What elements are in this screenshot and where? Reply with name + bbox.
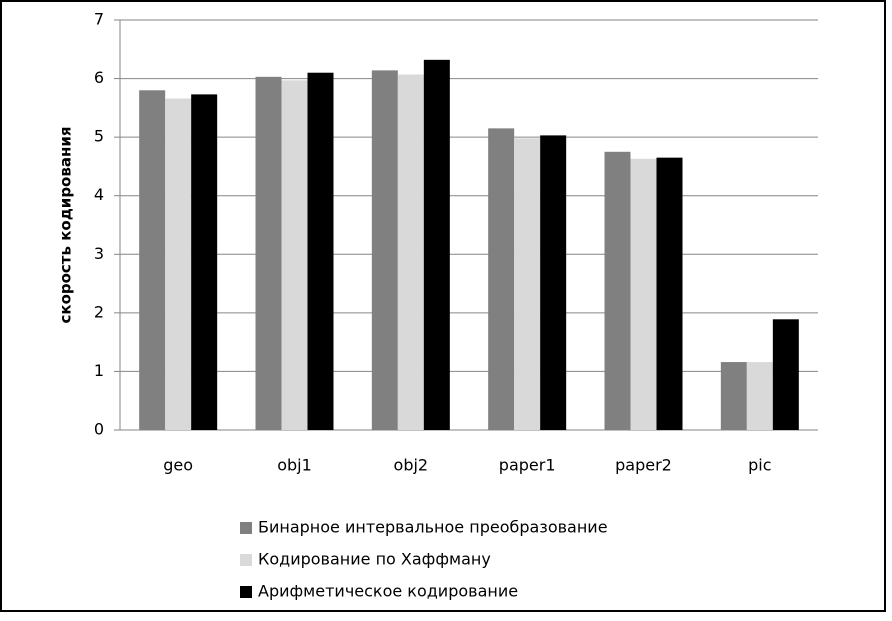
- bar: [139, 90, 166, 431]
- x-tick-label: paper2: [615, 456, 672, 475]
- bar: [397, 74, 424, 430]
- y-tick-label: 7: [94, 10, 104, 29]
- bar: [604, 151, 631, 431]
- bar: [656, 157, 683, 430]
- x-tick-label: geo: [163, 456, 193, 475]
- bar: [746, 362, 773, 430]
- bar: [165, 98, 192, 430]
- y-tick-label: 3: [94, 244, 104, 263]
- x-tick-label: paper1: [499, 456, 556, 475]
- legend-label: Арифметическое кодирование: [258, 582, 518, 601]
- legend-label: Кодирование по Хаффману: [258, 550, 491, 569]
- bar: [255, 76, 282, 431]
- legend-swatch: [240, 522, 252, 534]
- bar: [630, 158, 657, 431]
- y-tick-label: 2: [94, 302, 104, 321]
- x-tick-label: pic: [748, 456, 771, 475]
- bar: [514, 138, 541, 431]
- bar: [191, 94, 218, 430]
- x-tick-label: obj2: [394, 456, 429, 475]
- legend-swatch: [240, 586, 252, 598]
- y-axis-label: скорость кодирования: [57, 127, 75, 324]
- x-tick-label: obj1: [277, 456, 312, 475]
- bar: [281, 80, 308, 430]
- y-tick-label: 0: [94, 420, 104, 439]
- y-tick-label: 4: [94, 185, 104, 204]
- y-tick-label: 5: [94, 127, 104, 146]
- legend-swatch: [240, 554, 252, 566]
- bar: [540, 135, 567, 430]
- bar: [488, 128, 515, 430]
- y-tick-label: 6: [94, 68, 104, 87]
- bar: [720, 362, 747, 430]
- bar: [423, 59, 450, 430]
- y-tick-label: 1: [94, 361, 104, 380]
- bar: [307, 72, 334, 430]
- bar: [371, 70, 398, 430]
- legend-label: Бинарное интервальное преобразование: [258, 518, 608, 537]
- bar: [772, 319, 799, 430]
